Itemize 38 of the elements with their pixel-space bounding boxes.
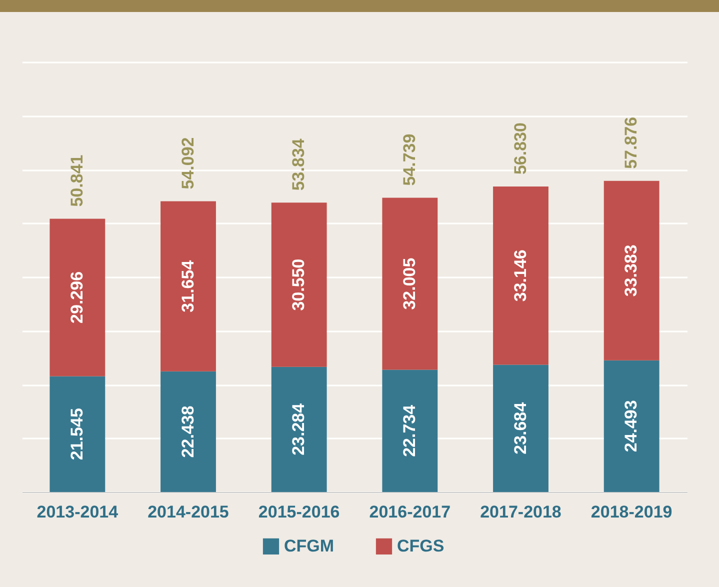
bar — [50, 218, 106, 376]
total-label: 56.830 — [510, 122, 530, 175]
data-label: 29.296 — [67, 271, 86, 324]
legend-label: CFGS — [397, 536, 444, 556]
data-label: 32.005 — [400, 258, 419, 310]
bar — [493, 186, 548, 365]
data-label: 33.383 — [622, 244, 641, 297]
data-label: 23.284 — [289, 402, 308, 456]
total-label: 54.739 — [400, 134, 419, 186]
data-label: 21.545 — [67, 408, 86, 460]
data-label: 24.493 — [622, 400, 641, 452]
bar — [50, 376, 106, 492]
x-tick-label: 2017-2018 — [480, 502, 562, 522]
bar — [604, 180, 660, 360]
data-label: 31.654 — [178, 260, 198, 312]
x-tick-label: 2013-2014 — [36, 502, 119, 522]
total-label: 50.841 — [67, 154, 86, 207]
x-tick-label: 2014-2015 — [148, 502, 229, 522]
bar — [382, 198, 438, 370]
bar — [271, 366, 327, 492]
total-label: 54.092 — [178, 137, 198, 190]
data-label: 22.438 — [178, 406, 198, 458]
total-label: 53.834 — [289, 138, 308, 191]
data-label: 33.146 — [510, 250, 530, 302]
bar — [382, 370, 438, 492]
data-label: 30.550 — [289, 258, 308, 311]
x-tick-label: 2016-2017 — [369, 502, 451, 522]
bar — [604, 360, 660, 492]
total-label: 57.876 — [622, 116, 641, 169]
data-label: 22.734 — [400, 404, 419, 457]
bar — [160, 201, 216, 372]
x-tick-label: 2015-2016 — [258, 502, 340, 522]
bar — [493, 364, 548, 492]
bar — [271, 202, 327, 367]
legend-label: CFGM — [284, 536, 334, 556]
x-tick-label: 2018-2019 — [590, 502, 672, 522]
data-label: 23.684 — [510, 402, 530, 454]
bar — [160, 371, 216, 492]
